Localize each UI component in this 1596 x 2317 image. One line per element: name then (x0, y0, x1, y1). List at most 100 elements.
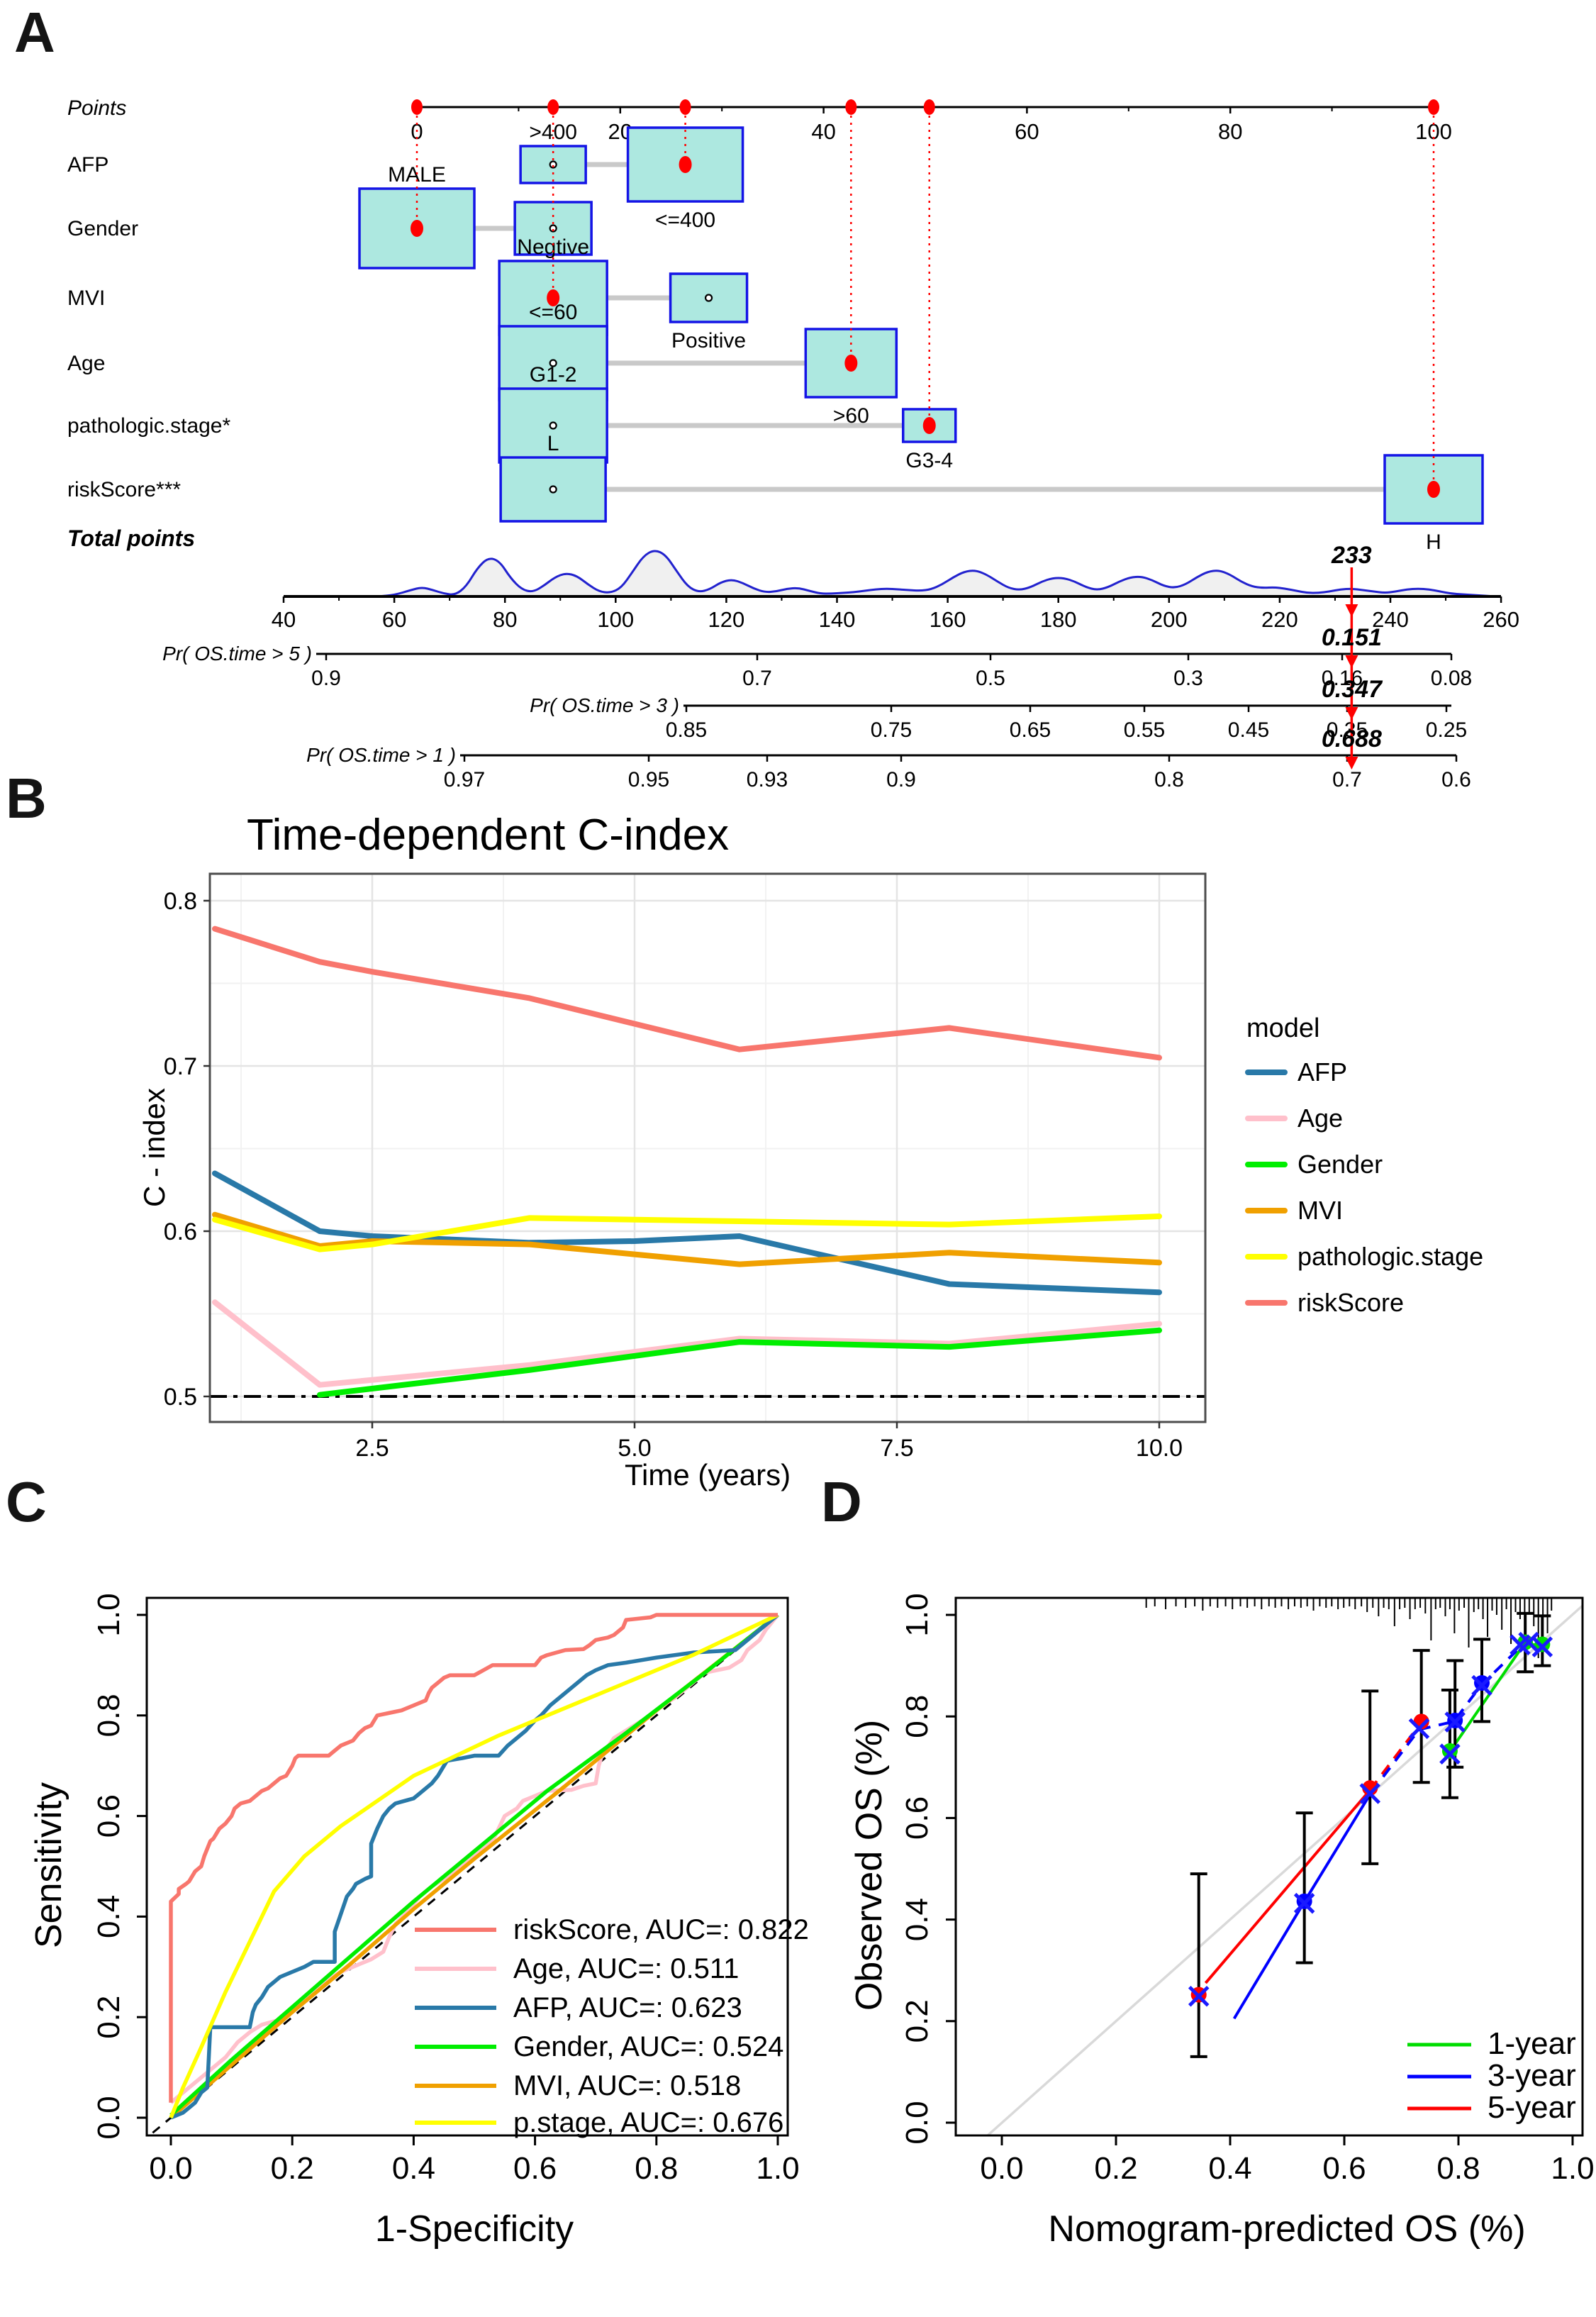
legend-label: riskScore, AUC=: 0.822 (513, 1914, 809, 1945)
panel-d-calibration-chart: 0.0 0.0 0.2 0.2 0.4 0.4 0.6 0.6 0.8 0.8 1.0 1.0 1-ye… (849, 1593, 1595, 2250)
probability-axis-tick-label: 0.16 (1322, 667, 1363, 690)
legend-label-Gender: Gender (1298, 1150, 1383, 1179)
nomogram-row-label: AFP (67, 153, 108, 177)
y-axis-tick-label: 0.4 (91, 1895, 126, 1938)
probability-axis-tick-label: 0.75 (871, 718, 912, 742)
y-axis-tick-label: 0.0 (900, 2101, 934, 2144)
y-axis-tick-label: 0.0 (91, 2096, 126, 2139)
legend-label-MVI: MVI (1298, 1196, 1343, 1225)
calibration-point (1441, 1743, 1458, 1759)
x-axis-tick-label: 0.4 (1208, 2151, 1251, 2186)
roc-curve-MVI (169, 1613, 779, 2120)
panel-label-c: C (6, 1470, 47, 1533)
points-axis-marker (1428, 99, 1439, 115)
points-axis-title: Points (67, 96, 126, 120)
probability-axis-tick-label: 0.8 (1154, 768, 1184, 791)
x-marker (1293, 1892, 1315, 1914)
example-pr1-value: 0.688 (1322, 726, 1382, 752)
total-axis-tick-label: 220 (1261, 607, 1298, 632)
points-axis-marker (411, 99, 423, 115)
roc-curve-p.stage (169, 1613, 779, 2119)
legend-label: p.stage, AUC=: 0.676 (513, 2107, 783, 2138)
selected-value-marker (547, 289, 560, 306)
x-axis-tick-label: 0.8 (635, 2151, 678, 2186)
legend-label: Gender, AUC=: 0.524 (513, 2031, 783, 2062)
total-axis-tick-label: 200 (1151, 607, 1188, 632)
cindex-series-riskScore (212, 926, 1162, 1061)
points-axis-marker (923, 99, 935, 115)
selected-value-marker (411, 220, 423, 237)
example-arrow-head (1345, 655, 1358, 668)
probability-axis-title: Pr( OS.time > 1 ) (306, 744, 456, 766)
cindex-series-Age (212, 1299, 1162, 1388)
probability-axis-tick-label: 0.25 (1426, 718, 1467, 742)
example-arrow-head (1345, 604, 1358, 617)
y-axis-tick-label: 0.8 (164, 888, 197, 915)
total-axis-tick-label: 40 (272, 607, 296, 632)
x-axis-tick-label: 0.6 (513, 2151, 557, 2186)
category-box-label: Positive (671, 329, 746, 352)
total-axis-tick-label: 60 (382, 607, 406, 632)
probability-axis-tick-label: 0.65 (1010, 718, 1051, 742)
roc-curve-riskScore (169, 1613, 778, 2103)
total-points-density-curve (377, 550, 1496, 598)
calibration-line (1204, 1789, 1371, 1984)
x-marker (1531, 1636, 1553, 1657)
x-marker (1518, 1631, 1539, 1653)
selected-value-marker (844, 355, 858, 372)
plot-box (954, 1596, 1584, 2137)
y-axis-tick-label: 0.2 (91, 1996, 126, 2039)
nomogram-row-label: Age (67, 352, 105, 375)
plot-box (145, 1596, 789, 2137)
probability-axis-tick-label: 0.93 (747, 768, 788, 791)
probability-axis-tick-label: 0.9 (311, 667, 341, 690)
x-axis-tick-label: 5.0 (618, 1435, 651, 1462)
example-arrow-head (1345, 757, 1358, 769)
y-axis-tick-label: 0.7 (164, 1053, 197, 1080)
probability-axis-tick-label: 0.35 (1327, 718, 1368, 742)
legend-label: 3-year (1488, 2058, 1576, 2093)
example-arrow-head (1345, 707, 1358, 720)
probability-axis-tick-label: 0.95 (628, 768, 669, 791)
total-axis-tick-label: 260 (1483, 607, 1519, 632)
probability-axis-tick-label: 0.3 (1173, 667, 1203, 690)
nomogram-row-label: pathologic.stage* (67, 414, 230, 438)
category-box-label: G1-2 (530, 363, 577, 387)
legend-label: 1-year (1488, 2026, 1576, 2061)
x-axis-tick-label: 0.8 (1436, 2151, 1480, 2186)
y-axis-tick-label: 0.8 (91, 1694, 126, 1737)
y-axis-tick-label: 0.5 (164, 1384, 197, 1411)
cindex-title: Time-dependent C-index (247, 811, 729, 860)
cindex-series-Gender (317, 1327, 1162, 1398)
calibration-x-axis-label: Nomogram-predicted OS (%) (1048, 2208, 1525, 2250)
category-box-label: L (547, 432, 559, 455)
roc-curve-AFP (169, 1613, 779, 2120)
y-axis-tick-label: 0.6 (91, 1794, 126, 1838)
panel-a-nomogram: Points020406080100AFP>400<=400GenderMALE… (67, 96, 1519, 791)
x-axis-tick-label: 0.6 (1322, 2151, 1366, 2186)
legend-label-Age: Age (1298, 1104, 1343, 1133)
x-marker (1471, 1674, 1492, 1696)
selected-value-marker (922, 417, 936, 434)
nomogram-row-label: MVI (67, 287, 105, 310)
example-pr5-value: 0.151 (1322, 624, 1382, 651)
legend-label: Age, AUC=: 0.511 (513, 1953, 739, 1984)
probability-axis-tick-label: 0.85 (666, 718, 707, 742)
x-axis-tick-label: 2.5 (355, 1435, 389, 1462)
box-center-marker (549, 160, 557, 169)
x-marker (1444, 1711, 1466, 1733)
legend-label: AFP, AUC=: 0.623 (513, 1992, 742, 2023)
x-axis-tick-label: 1.0 (1551, 2151, 1594, 2186)
calibration-line (1449, 1641, 1545, 1752)
probability-axis-tick-label: 0.97 (444, 768, 485, 791)
category-box-label: G3-4 (905, 449, 953, 472)
roc-x-axis-label: 1-Specificity (375, 2208, 574, 2250)
legend-label-riskScore: riskScore (1298, 1288, 1404, 1317)
x-axis-tick-label: 0.2 (1094, 2151, 1137, 2186)
nomogram-row-label: riskScore*** (67, 478, 181, 501)
example-total-points-value: 233 (1331, 542, 1372, 569)
cindex-series-pathologic.stage (212, 1213, 1162, 1252)
legend-label: MVI, AUC=: 0.518 (513, 2070, 741, 2101)
panel-b-cindex-chart: 0.5 0.6 0.7 0.8 2.5 5.0 7.5 10.0 AFP Age Gender MVI… (138, 811, 1483, 1491)
probability-axis-tick-label: 0.5 (976, 667, 1005, 690)
